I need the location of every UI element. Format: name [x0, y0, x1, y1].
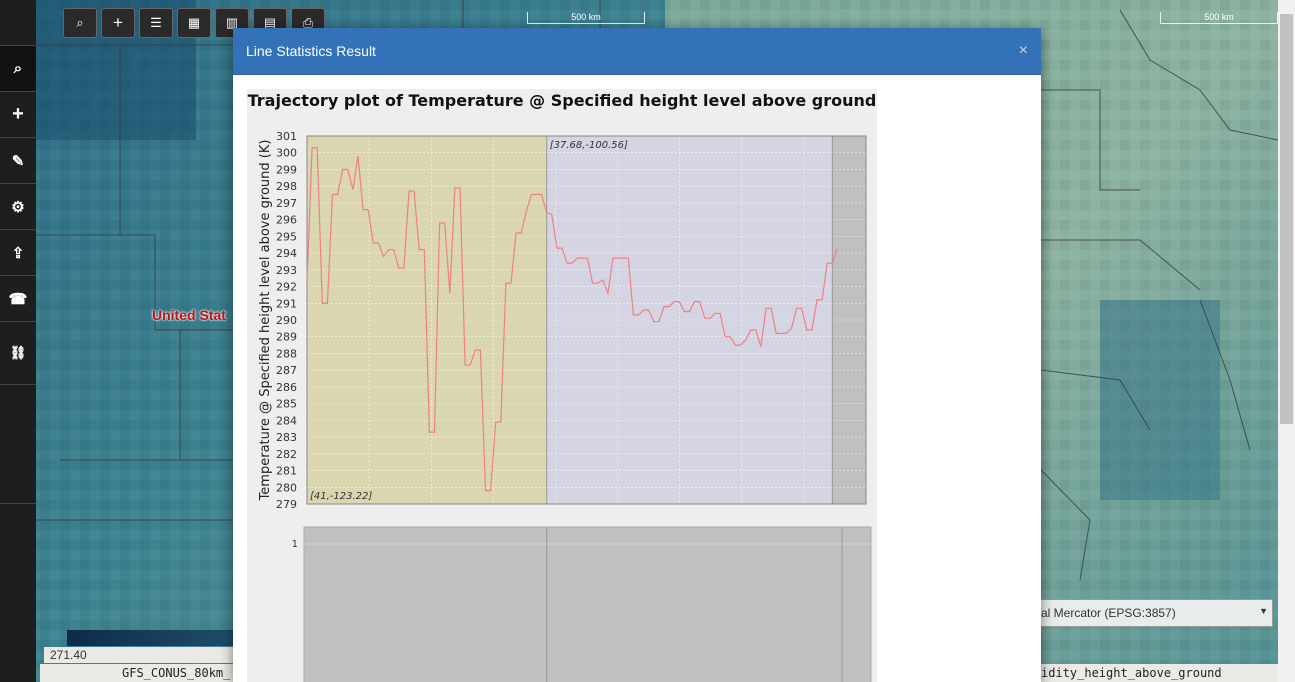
sidebar-share-button[interactable]: ⇪: [0, 229, 36, 275]
search-icon: ⌕: [13, 60, 23, 77]
sidebar-link-button[interactable]: ⛓: [0, 321, 36, 385]
film-icon: ▦: [187, 15, 201, 30]
y-tick-label: 282: [276, 448, 297, 461]
series-line: [306, 147, 838, 492]
phone-icon: ☎: [8, 290, 28, 308]
gridlines: [307, 135, 866, 505]
color-legend-bar: [67, 630, 233, 646]
y-tick-label: 301: [276, 130, 297, 143]
page-scrollbar-thumb[interactable]: [1280, 14, 1293, 424]
sidebar-search-button[interactable]: ⌕: [0, 45, 36, 91]
plus-icon: +: [12, 103, 24, 125]
close-icon[interactable]: ×: [1018, 42, 1028, 59]
toolbar-chart-button[interactable]: ▥: [215, 8, 249, 38]
y-tick-label: 285: [276, 398, 297, 411]
sidebar-divider: [0, 503, 36, 504]
map-toolbar: ⌕ + ☰ ▦ ▥ ▤ ⎙: [63, 8, 325, 38]
country-label: United Stat: [152, 307, 226, 323]
sidebar-settings-button[interactable]: ⚙: [0, 183, 36, 229]
link-icon: ⛓: [9, 345, 27, 360]
segment-band-2: [546, 136, 833, 504]
projection-select-value: al Mercator (EPSG:3857): [1041, 606, 1176, 620]
scale-bar-left: 500 km: [527, 12, 645, 24]
plus-icon: +: [113, 13, 123, 32]
bar-chart-icon: ▥: [225, 15, 239, 30]
layer-name-left: GFS_CONUS_80km_: [40, 664, 235, 682]
y-tick-label: 296: [276, 214, 297, 227]
y-tick-label: 298: [276, 180, 297, 193]
modal-header: Line Statistics Result ×: [233, 28, 1041, 75]
y-tick-label: 281: [276, 465, 297, 478]
list-icon: ☰: [150, 15, 162, 30]
modal-title: Line Statistics Result: [246, 43, 376, 59]
gear-icon: ⚙: [11, 198, 25, 216]
calculator-icon: ▤: [263, 15, 277, 30]
toolbar-list-button[interactable]: ☰: [139, 8, 173, 38]
y-tick-label: 295: [276, 230, 297, 243]
chart-title: Trajectory plot of Temperature @ Specifi…: [247, 91, 877, 110]
plot-frame: [306, 135, 867, 505]
y-tick-label: 291: [276, 297, 297, 310]
search-icon: ⌕: [76, 15, 84, 30]
projection-select[interactable]: al Mercator (EPSG:3857) ▼: [1040, 599, 1273, 627]
scale-bar-right: 500 km: [1160, 12, 1278, 24]
y-tick-label: 287: [276, 364, 297, 377]
y-tick-label: 283: [276, 431, 297, 444]
y-tick-label: 292: [276, 281, 297, 294]
y-tick-label: 300: [276, 147, 297, 160]
y-tick-label: 286: [276, 381, 297, 394]
print-icon: ⎙: [302, 15, 314, 30]
left-sidebar: ⌕ + ✎ ⚙ ⇪ ☎ ⛓: [0, 0, 36, 682]
toolbar-add-button[interactable]: +: [101, 8, 135, 38]
layer-name-right: idity_height_above_ground: [1041, 664, 1278, 682]
annotation-start: [41,-123.22]: [310, 491, 372, 502]
y-tick-label: 288: [276, 347, 297, 360]
y-tick-label: 279: [276, 498, 297, 511]
y-tick-label: 289: [276, 331, 297, 344]
sidebar-contact-button[interactable]: ☎: [0, 275, 36, 321]
sidebar-draw-button[interactable]: ✎: [0, 137, 36, 183]
y-tick-label: 293: [276, 264, 297, 277]
y-tick-label: 297: [276, 197, 297, 210]
y-axis-label: Temperature @ Specified height level abo…: [258, 140, 273, 502]
y-tick-label: 290: [276, 314, 297, 327]
trajectory-chart: Trajectory plot of Temperature @ Specifi…: [247, 89, 877, 682]
y-tick-label: 294: [276, 247, 297, 260]
line-statistics-modal: Line Statistics Result × Trajectory plot…: [233, 28, 1041, 682]
chart-svg: 279 280 281 282 283 284 285 286 287 288 289 290 291 2…: [258, 130, 872, 682]
annotation-mid: [37.68,-100.56]: [550, 140, 628, 151]
sub-y-tick-label: 1: [292, 539, 298, 550]
y-tick-label: 284: [276, 414, 297, 427]
sub-plot-frame: [303, 526, 872, 682]
chevron-down-icon: ▼: [1259, 606, 1268, 616]
y-tick-label: 280: [276, 481, 297, 494]
toolbar-search-button[interactable]: ⌕: [63, 8, 97, 38]
y-tick-label: 299: [276, 163, 297, 176]
toolbar-film-button[interactable]: ▦: [177, 8, 211, 38]
pencil-icon: ✎: [11, 152, 25, 170]
sidebar-add-button[interactable]: +: [0, 91, 36, 137]
legend-min-value: 271.40: [44, 647, 234, 663]
share-icon: ⇪: [11, 244, 25, 262]
